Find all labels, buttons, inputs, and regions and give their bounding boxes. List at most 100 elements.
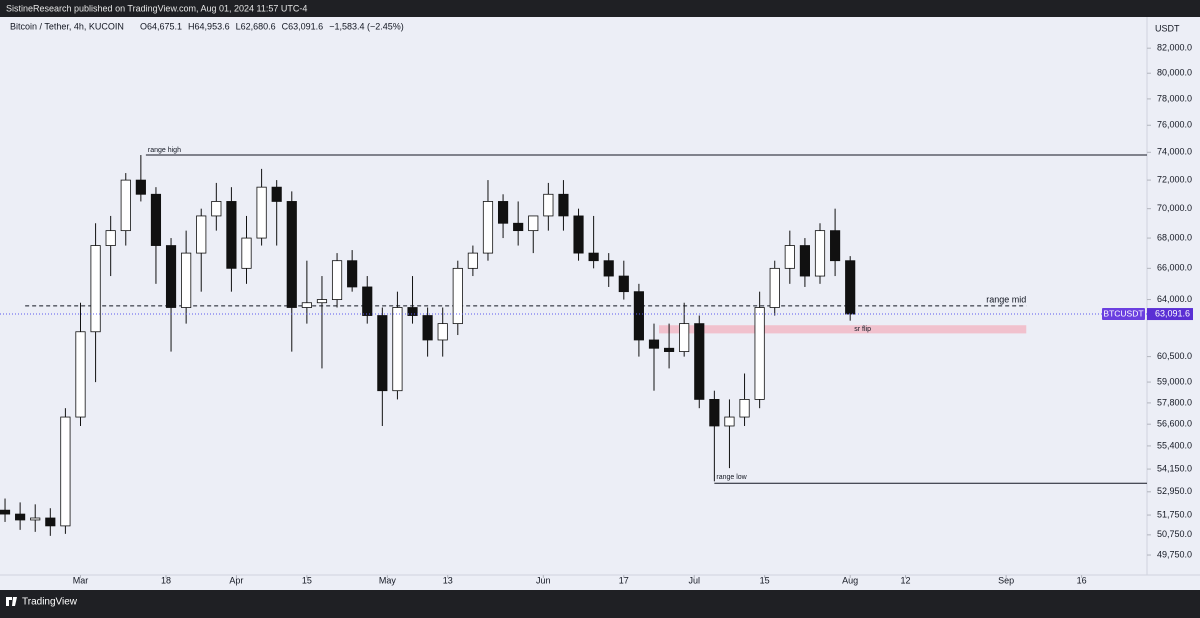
candle-body xyxy=(271,186,282,202)
y-tick-label: 80,000.0 xyxy=(1157,68,1192,78)
candle-body xyxy=(633,291,644,341)
brand: TradingView xyxy=(22,597,78,608)
candle-body xyxy=(105,230,116,246)
x-tick-label: Jul xyxy=(688,575,700,585)
candle-body xyxy=(60,416,71,527)
x-tick-label: Aug xyxy=(842,575,858,585)
zone-label: sr flip xyxy=(854,326,871,333)
level-label: range high xyxy=(148,147,181,154)
ohlc-value: L62,680.6 xyxy=(236,21,276,31)
candle-body xyxy=(603,260,614,277)
candle-body xyxy=(256,186,267,239)
candle-body xyxy=(135,179,146,195)
y-tick-label: 59,000.0 xyxy=(1157,376,1192,386)
ohlc-value: O64,675.1 xyxy=(140,21,182,31)
candle-body xyxy=(799,245,810,277)
y-tick-label: 72,000.0 xyxy=(1157,174,1192,184)
candle-body xyxy=(181,252,192,308)
candle-body xyxy=(241,237,252,269)
sr-zone xyxy=(659,325,1027,334)
candle-body xyxy=(558,193,569,217)
y-tick-label: 51,750.0 xyxy=(1157,509,1192,519)
subtitle: Bitcoin / Tether, 4h, KUCOIN xyxy=(10,21,124,31)
x-tick-label: 17 xyxy=(619,575,629,585)
candle-body xyxy=(724,416,735,427)
y-tick-label: 70,000.0 xyxy=(1157,203,1192,213)
symbol-label: BTCUSDT xyxy=(1103,308,1143,318)
candle-body xyxy=(0,509,11,515)
candle-body xyxy=(347,260,358,288)
candle-body xyxy=(422,315,433,341)
candle-body xyxy=(769,267,780,308)
candle-body xyxy=(452,267,463,325)
candle-body xyxy=(120,179,131,232)
y-tick-label: 68,000.0 xyxy=(1157,232,1192,242)
x-tick-label: Jun xyxy=(536,575,551,585)
candle-body xyxy=(165,245,177,308)
y-tick-label: 78,000.0 xyxy=(1157,93,1192,103)
symbol-box xyxy=(1102,308,1145,321)
candle-body xyxy=(648,339,660,349)
x-tick-label: Apr xyxy=(229,575,243,585)
ohlc-value: −1,583.4 (−2.45%) xyxy=(329,21,404,31)
y-tick-label: 57,800.0 xyxy=(1157,397,1192,407)
y-tick-label: 66,000.0 xyxy=(1157,263,1192,273)
y-tick-label: 74,000.0 xyxy=(1157,147,1192,157)
candle-body xyxy=(150,193,162,246)
x-tick-label: 18 xyxy=(161,575,171,585)
candle-body xyxy=(90,245,101,333)
candle-body xyxy=(814,230,826,277)
candle-body xyxy=(362,286,373,316)
x-tick-label: 16 xyxy=(1077,575,1087,585)
y-tick-label: 55,400.0 xyxy=(1157,440,1192,450)
candle-body xyxy=(331,260,343,300)
candle-body xyxy=(513,222,524,232)
x-tick-label: Mar xyxy=(73,575,89,585)
candle-body xyxy=(226,201,237,269)
publisher: SistineResearch published on TradingView… xyxy=(6,3,307,13)
candle-body xyxy=(377,315,388,392)
x-tick-label: 15 xyxy=(302,575,312,585)
candle-body xyxy=(573,215,584,254)
candle-body xyxy=(543,193,554,217)
top-bar xyxy=(0,0,1200,17)
level-label: range low xyxy=(716,474,747,481)
candle-body xyxy=(739,399,750,418)
candle-body xyxy=(75,331,86,418)
candle-body xyxy=(497,201,509,224)
candle-body xyxy=(30,517,41,521)
candle-body xyxy=(618,275,629,293)
brand-logo xyxy=(6,597,17,606)
y-tick-label: 50,750.0 xyxy=(1157,529,1192,539)
candle-body xyxy=(45,517,56,527)
y-tick-label: 76,000.0 xyxy=(1157,120,1192,130)
candle-body xyxy=(845,260,856,315)
y-tick-label: 56,600.0 xyxy=(1157,419,1192,429)
y-tick-label: 54,150.0 xyxy=(1157,463,1192,473)
candle-body xyxy=(528,215,539,232)
y-tick-label: 64,000.0 xyxy=(1157,294,1192,304)
currency: USDT xyxy=(1155,23,1180,33)
x-tick-label: 12 xyxy=(901,575,911,585)
price-box xyxy=(1147,308,1193,321)
candle-body xyxy=(664,347,675,352)
candle-body xyxy=(784,245,795,269)
candle-body xyxy=(437,323,448,341)
candle-body xyxy=(316,299,328,304)
candle-body xyxy=(301,302,312,308)
y-tick-label: 60,500.0 xyxy=(1157,351,1192,361)
y-tick-label: 49,750.0 xyxy=(1157,549,1192,559)
ohlc-value: C63,091.6 xyxy=(282,21,324,31)
candle-body xyxy=(588,252,599,262)
x-tick-label: Sep xyxy=(998,575,1014,585)
candle-body xyxy=(286,201,297,308)
candle-body xyxy=(392,307,403,392)
x-tick-label: 15 xyxy=(760,575,770,585)
x-tick-label: 13 xyxy=(443,575,453,585)
candle-body xyxy=(754,307,765,400)
ohlc-value: H64,953.6 xyxy=(188,21,230,31)
candle-body xyxy=(694,323,705,400)
level-label: range mid xyxy=(986,294,1026,304)
y-tick-label: 82,000.0 xyxy=(1157,43,1192,53)
candle-body xyxy=(830,230,841,262)
